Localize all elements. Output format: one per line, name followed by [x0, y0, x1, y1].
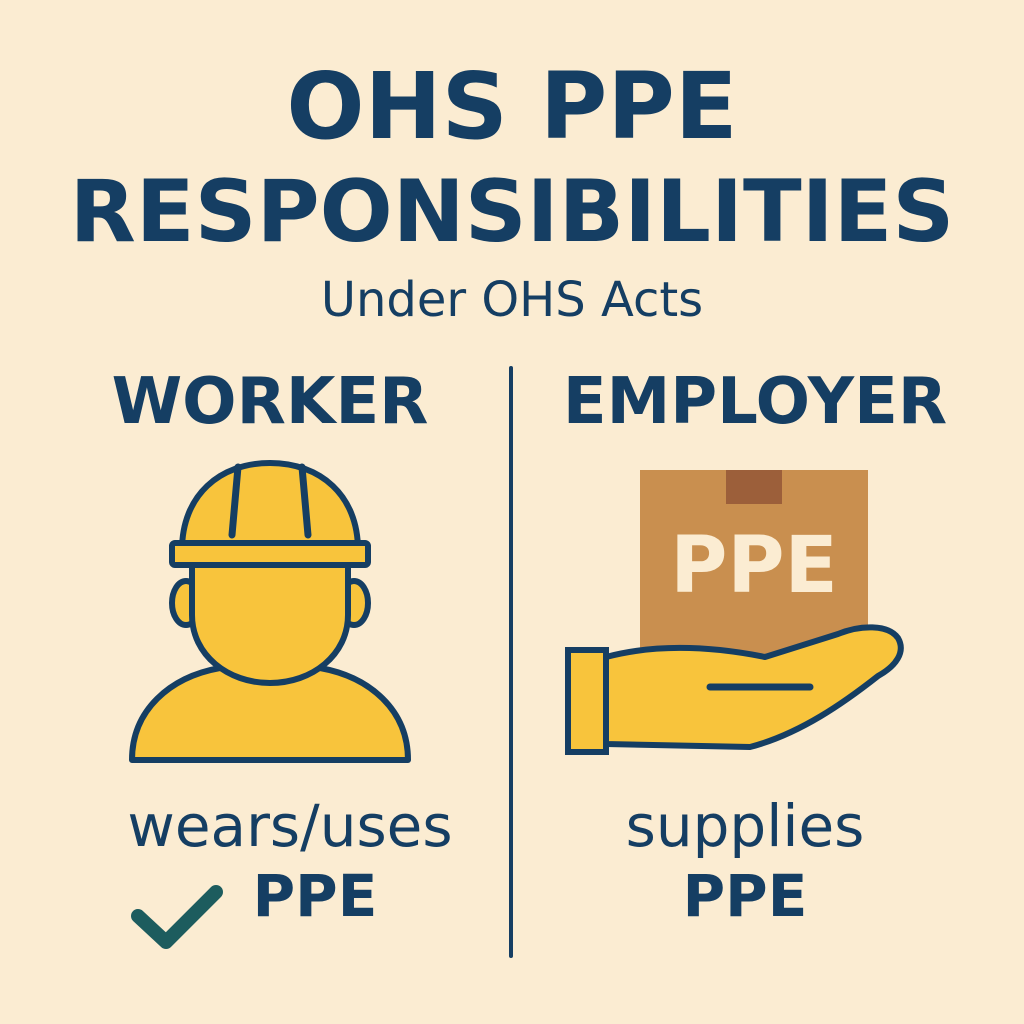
subtitle: Under OHS Acts	[320, 272, 704, 328]
checkmark-icon	[131, 885, 223, 949]
worker-heading: WORKER	[111, 365, 429, 439]
employer-heading: EMPLOYER	[562, 365, 948, 439]
hand-holding-box-icon: PPE	[565, 470, 904, 755]
title-line-2: RESPONSIBILITIES	[69, 162, 955, 262]
column-divider	[509, 366, 513, 958]
employer-caption-line-2: PPE	[682, 862, 808, 930]
box-label: PPE	[670, 521, 838, 611]
worker-caption-line-2: PPE	[252, 862, 378, 930]
employer-caption-line-1: supplies	[625, 792, 865, 860]
worker-caption-line-1: wears/uses	[127, 792, 453, 860]
construction-worker-hardhat-icon	[129, 460, 411, 763]
title-line-1: OHS PPE	[286, 53, 738, 160]
